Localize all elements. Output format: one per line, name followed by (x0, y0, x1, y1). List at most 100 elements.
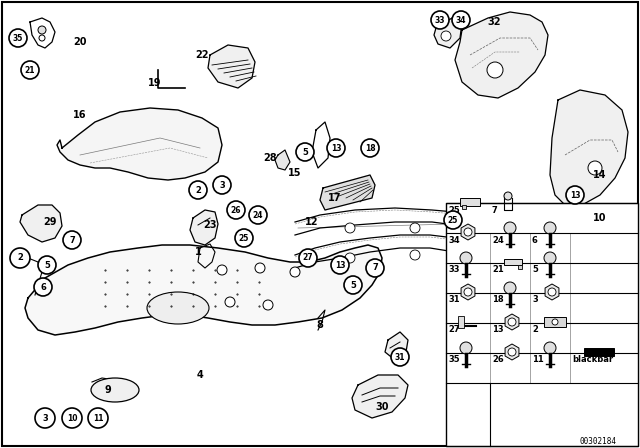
Text: blackbar: blackbar (572, 356, 613, 365)
Text: 11: 11 (93, 414, 103, 422)
Text: 29: 29 (44, 217, 57, 227)
Circle shape (566, 186, 584, 204)
Circle shape (345, 223, 355, 233)
Circle shape (544, 252, 556, 264)
Text: 4: 4 (196, 370, 204, 380)
Circle shape (10, 248, 30, 268)
Circle shape (444, 211, 462, 229)
Circle shape (464, 288, 472, 296)
Polygon shape (550, 90, 628, 205)
Text: 3: 3 (219, 181, 225, 190)
Text: 35: 35 (13, 34, 23, 43)
Text: 7: 7 (372, 263, 378, 272)
Text: 18: 18 (365, 143, 375, 152)
Text: 10: 10 (67, 414, 77, 422)
Polygon shape (275, 150, 290, 170)
Polygon shape (385, 332, 408, 360)
Circle shape (431, 11, 449, 29)
Circle shape (544, 222, 556, 234)
Circle shape (331, 256, 349, 274)
Text: 33: 33 (448, 266, 460, 275)
Text: 28: 28 (263, 153, 277, 163)
Text: 3: 3 (42, 414, 48, 422)
Text: 12: 12 (305, 217, 319, 227)
Circle shape (504, 192, 512, 200)
Text: 7: 7 (492, 206, 498, 215)
Text: 27: 27 (303, 254, 314, 263)
Text: 34: 34 (456, 16, 467, 25)
Text: 26: 26 (231, 206, 241, 215)
Circle shape (460, 342, 472, 354)
Circle shape (441, 31, 451, 41)
Bar (584, 348, 614, 356)
Circle shape (485, 223, 495, 233)
Text: 20: 20 (73, 37, 87, 47)
Bar (504, 259, 522, 265)
Ellipse shape (91, 378, 139, 402)
Circle shape (35, 408, 55, 428)
Circle shape (410, 250, 420, 260)
Circle shape (327, 139, 345, 157)
Text: 5: 5 (44, 260, 50, 270)
Text: 15: 15 (288, 168, 301, 178)
Text: 00302184: 00302184 (579, 436, 616, 445)
Bar (458, 316, 464, 328)
Circle shape (460, 252, 472, 264)
Text: 3: 3 (532, 296, 538, 305)
Circle shape (410, 223, 420, 233)
Polygon shape (455, 12, 548, 98)
Circle shape (345, 253, 355, 263)
Text: 35: 35 (448, 356, 460, 365)
Text: 27: 27 (448, 326, 460, 335)
Bar (462, 205, 466, 209)
Bar (460, 198, 480, 206)
Text: 17: 17 (328, 193, 342, 203)
Circle shape (235, 229, 253, 247)
Text: 7: 7 (69, 236, 75, 245)
Circle shape (504, 222, 516, 234)
Circle shape (290, 267, 300, 277)
Circle shape (63, 231, 81, 249)
Text: 13: 13 (335, 260, 345, 270)
Circle shape (38, 256, 56, 274)
Text: 31: 31 (395, 353, 405, 362)
Text: 26: 26 (492, 356, 504, 365)
Text: 16: 16 (73, 110, 87, 120)
Circle shape (544, 342, 556, 354)
Circle shape (62, 408, 82, 428)
Circle shape (366, 259, 384, 277)
Text: 25: 25 (239, 233, 249, 242)
Polygon shape (208, 45, 255, 88)
Text: 34: 34 (448, 236, 460, 245)
Circle shape (361, 139, 379, 157)
Polygon shape (434, 18, 462, 48)
Circle shape (487, 62, 503, 78)
Polygon shape (352, 375, 408, 418)
Circle shape (34, 278, 52, 296)
Circle shape (548, 288, 556, 296)
Text: 2: 2 (195, 185, 201, 194)
Text: 6: 6 (532, 236, 538, 245)
Circle shape (9, 29, 27, 47)
Circle shape (263, 300, 273, 310)
Polygon shape (20, 205, 62, 242)
Text: 23: 23 (204, 220, 217, 230)
Circle shape (552, 319, 558, 325)
Polygon shape (190, 210, 218, 245)
Text: 13: 13 (570, 190, 580, 199)
Circle shape (299, 249, 317, 267)
Text: 19: 19 (148, 78, 162, 88)
Text: 1: 1 (195, 247, 202, 257)
Circle shape (550, 257, 560, 267)
Text: 31: 31 (448, 296, 460, 305)
Polygon shape (25, 245, 382, 335)
Ellipse shape (147, 292, 209, 324)
Bar (544, 317, 566, 327)
Text: 21: 21 (492, 266, 504, 275)
Bar (446, 203, 638, 446)
Polygon shape (320, 175, 375, 210)
Text: 13: 13 (492, 326, 504, 335)
Circle shape (588, 161, 602, 175)
Circle shape (504, 282, 516, 294)
Text: 2: 2 (532, 326, 538, 335)
